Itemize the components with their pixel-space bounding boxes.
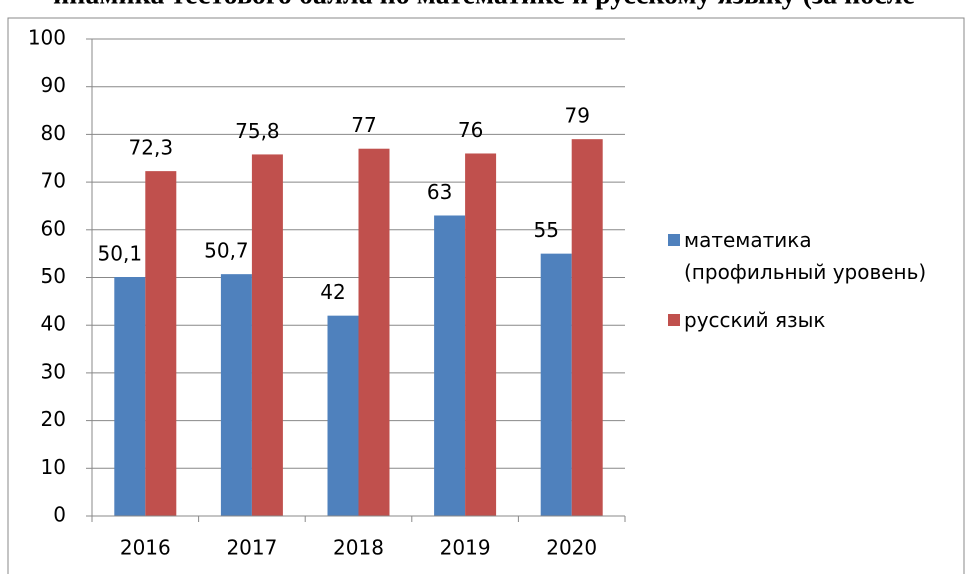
data-label: 75,8 [235,119,280,143]
y-tick-label: 10 [41,455,66,479]
data-label: 72,3 [129,136,174,160]
x-tick-label: 2020 [546,536,597,560]
data-label: 42 [320,280,345,304]
bar [465,153,497,517]
x-tick-label: 2019 [440,536,491,560]
legend-entry: математика (профильный уровень) [684,228,927,284]
y-tick-label: 0 [53,503,66,527]
bar [434,215,466,517]
bar [145,171,177,516]
data-label: 50,7 [204,239,249,263]
legend-swatch [668,234,680,246]
y-tick-label: 80 [41,121,66,145]
legend-swatch [668,314,680,326]
y-tick-label: 20 [41,407,66,431]
x-tick-label: 2018 [333,536,384,560]
y-tick-label: 90 [41,73,66,97]
legend-label: математика (профильный уровень) [684,228,927,284]
chart-title: инамика тестового балла по математике и … [53,0,915,10]
y-tick-label: 60 [41,216,66,240]
y-tick-label: 40 [41,312,66,336]
y-tick-label: 100 [28,26,66,50]
y-tick-label: 30 [41,359,66,383]
bar [327,315,359,516]
data-label: 77 [351,113,376,137]
y-tick-label: 70 [41,169,66,193]
bar [220,274,252,516]
legend-label: русский язык [684,308,826,332]
bar [540,253,572,516]
y-tick-label: 50 [41,264,66,288]
legend-entry: русский язык [684,308,826,332]
data-label: 76 [458,118,483,142]
data-label: 50,1 [98,242,143,266]
data-label: 63 [427,180,452,204]
bar [251,154,283,516]
data-label: 79 [564,104,589,128]
bar [358,148,390,516]
bar [114,277,146,516]
x-tick-label: 2016 [120,536,171,560]
x-tick-label: 2017 [226,536,277,560]
bar [571,139,603,517]
data-label: 55 [533,218,558,242]
